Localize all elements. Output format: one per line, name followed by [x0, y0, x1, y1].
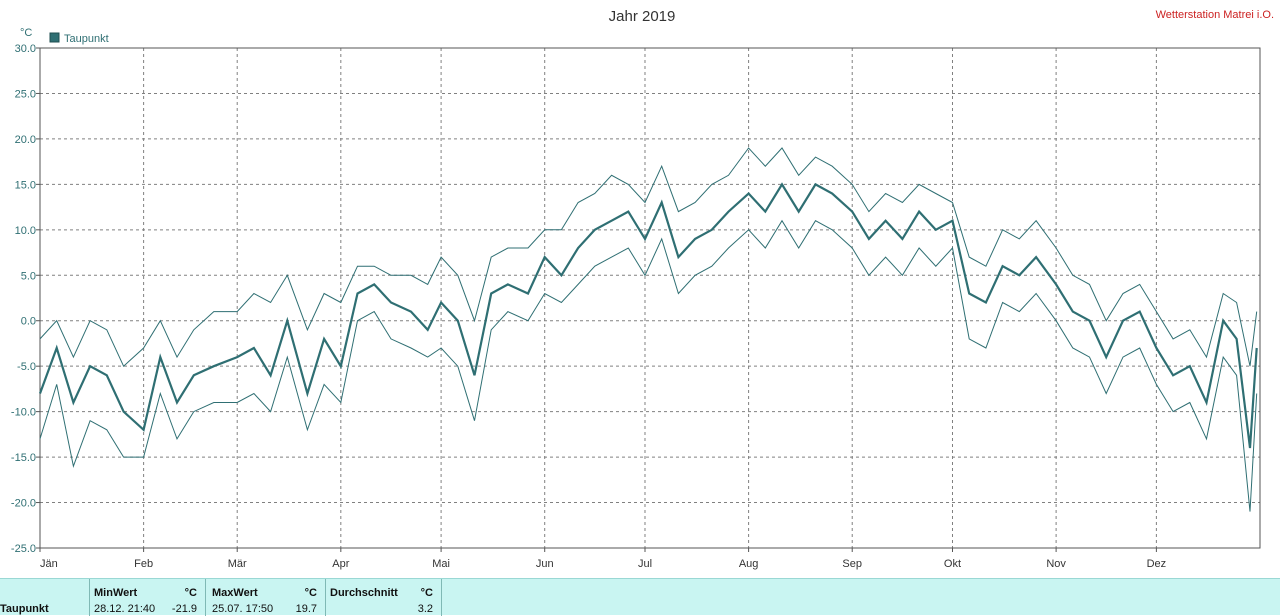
y-tick-label: 15.0 [15, 179, 36, 191]
legend-label: Taupunkt [64, 33, 109, 45]
y-tick-label: -25.0 [11, 543, 36, 555]
x-tick-label: Jun [536, 558, 554, 570]
stats-max-unit: °C [304, 587, 317, 599]
y-tick-label: 5.0 [21, 270, 36, 282]
x-tick-label: Aug [739, 558, 759, 570]
y-tick-label: 0.0 [21, 316, 36, 328]
x-tick-label: Okt [944, 558, 961, 570]
dewpoint-chart: Jahr 2019 Wetterstation Matrei i.O. °C T… [11, 8, 1274, 570]
stats-avg-header: Durchschnitt [330, 587, 398, 599]
stats-label-cell: Taupunkt [0, 579, 90, 616]
x-tick-label: Mai [432, 558, 450, 570]
y-tick-label: -15.0 [11, 452, 36, 464]
series-min-line [39, 219, 1258, 512]
stats-min-header: MinWert [94, 587, 138, 599]
y-tick-label: 20.0 [15, 134, 36, 146]
stats-avg-value: 3.2 [417, 603, 433, 615]
y-tick-label: -20.0 [11, 498, 36, 510]
chart-title: Jahr 2019 [609, 8, 676, 25]
series-max-line [39, 147, 1258, 368]
x-tick-label: Nov [1046, 558, 1066, 570]
x-tick-label: Apr [332, 558, 349, 570]
plot-frame [39, 47, 1261, 549]
y-tick-label: 25.0 [15, 88, 36, 100]
y-axis-ticks: 30.0 25.0 20.0 15.0 10.0 5.0 0.0 -5.0 -10.0 -15.0… [11, 43, 40, 555]
stats-max-time: 25.07. 17:50 [212, 603, 274, 615]
stats-row-label: Taupunkt [0, 603, 49, 615]
legend-swatch [49, 32, 60, 43]
stats-max-value: 19.7 [295, 603, 317, 615]
x-tick-label: Jän [40, 558, 58, 570]
stats-min-cell: MinWert °C 28.12. 21:40 -21.9 [90, 579, 206, 616]
x-tick-label: Feb [134, 558, 153, 570]
stats-max-header: MaxWert [212, 587, 258, 599]
y-axis-unit: °C [20, 27, 32, 39]
y-tick-label: -10.0 [11, 407, 36, 419]
stats-avg-cell: Durchschnitt °C 3.2 [326, 579, 442, 616]
grid [40, 48, 1260, 548]
stats-min-time: 28.12. 21:40 [94, 603, 156, 615]
station-name: Wetterstation Matrei i.O. [1156, 9, 1274, 21]
series-taupunkt [38, 147, 1258, 512]
x-tick-label: Mär [228, 558, 247, 570]
stats-max-cell: MaxWert °C 25.07. 17:50 19.7 [206, 579, 326, 616]
legend: Taupunkt [49, 32, 109, 45]
y-tick-label: -5.0 [17, 361, 36, 373]
stats-min-unit: °C [184, 587, 197, 599]
stats-panel: Taupunkt MinWert °C 28.12. 21:40 -21.9 M… [0, 578, 1280, 616]
x-tick-label: Sep [842, 558, 862, 570]
y-tick-label: 30.0 [15, 43, 36, 55]
stats-min-value: -21.9 [171, 603, 197, 615]
x-tick-label: Jul [638, 558, 652, 570]
stats-avg-unit: °C [420, 587, 433, 599]
x-tick-label: Dez [1147, 558, 1167, 570]
series-mean-line [38, 182, 1258, 449]
y-tick-label: 10.0 [15, 225, 36, 237]
x-axis-ticks: Jän Feb Mär Apr Mai Jun Jul Aug Sep Okt Nov Dez [39, 548, 1167, 570]
